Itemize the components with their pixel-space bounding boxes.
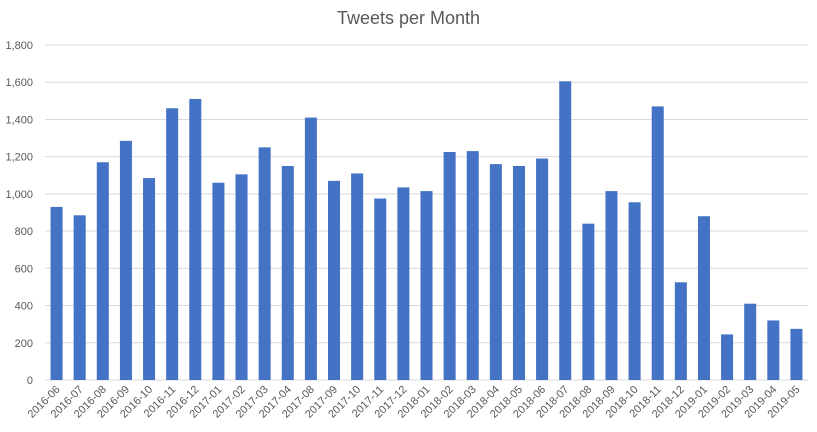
y-tick-label: 0 bbox=[27, 375, 33, 387]
bar-2018-10 bbox=[628, 202, 641, 380]
y-tick-label: 1,800 bbox=[5, 40, 33, 52]
x-axis-tick-labels: 2016-062016-072016-082016-092016-102016-… bbox=[26, 384, 803, 421]
bar-2016-11 bbox=[166, 108, 179, 381]
bar-2017-12 bbox=[397, 187, 410, 380]
bar-2018-02 bbox=[443, 152, 456, 380]
bar-2019-04 bbox=[767, 320, 780, 380]
bar-2019-05 bbox=[790, 328, 803, 380]
bar-2016-07 bbox=[73, 215, 86, 380]
bar-2016-10 bbox=[143, 178, 156, 380]
bar-2018-03 bbox=[466, 151, 479, 380]
bar-2018-06 bbox=[536, 158, 549, 380]
bar-2016-09 bbox=[119, 140, 132, 380]
bar-2018-05 bbox=[512, 165, 525, 380]
y-tick-label: 1,200 bbox=[5, 152, 33, 164]
bar-2018-11 bbox=[651, 106, 664, 381]
y-tick-label: 800 bbox=[15, 226, 33, 238]
bar-2016-06 bbox=[50, 206, 63, 380]
y-tick-label: 200 bbox=[15, 338, 33, 350]
bars bbox=[50, 81, 803, 381]
bar-2016-12 bbox=[189, 98, 202, 380]
bar-2017-09 bbox=[328, 180, 341, 380]
bar-2018-08 bbox=[582, 223, 595, 380]
bar-2018-01 bbox=[420, 191, 433, 380]
bar-2018-12 bbox=[674, 282, 687, 380]
bar-2019-03 bbox=[744, 303, 757, 380]
y-tick-label: 1,000 bbox=[5, 189, 33, 201]
bar-2017-03 bbox=[258, 147, 271, 380]
bar-2017-08 bbox=[304, 117, 317, 380]
chart-title: Tweets per Month bbox=[336, 8, 481, 28]
bar-2017-04 bbox=[281, 165, 294, 380]
bar-2018-07 bbox=[559, 81, 572, 381]
y-tick-label: 1,400 bbox=[5, 114, 33, 126]
bar-2018-04 bbox=[489, 164, 502, 380]
bar-2018-09 bbox=[605, 191, 618, 380]
bar-2017-02 bbox=[235, 174, 248, 380]
bar-2017-10 bbox=[351, 173, 364, 380]
y-tick-label: 1,600 bbox=[5, 77, 33, 89]
bar-2016-08 bbox=[96, 162, 109, 380]
bar-2019-02 bbox=[721, 334, 734, 380]
y-tick-label: 600 bbox=[15, 263, 33, 275]
bar-2019-01 bbox=[697, 216, 710, 380]
bar-2017-01 bbox=[212, 182, 225, 380]
bar-2017-11 bbox=[374, 198, 387, 380]
y-axis-tick-labels: 0 200 400 600 800 1,000 1,200 1,400 1,600 1,800 bbox=[5, 40, 33, 387]
y-tick-label: 400 bbox=[15, 301, 33, 313]
